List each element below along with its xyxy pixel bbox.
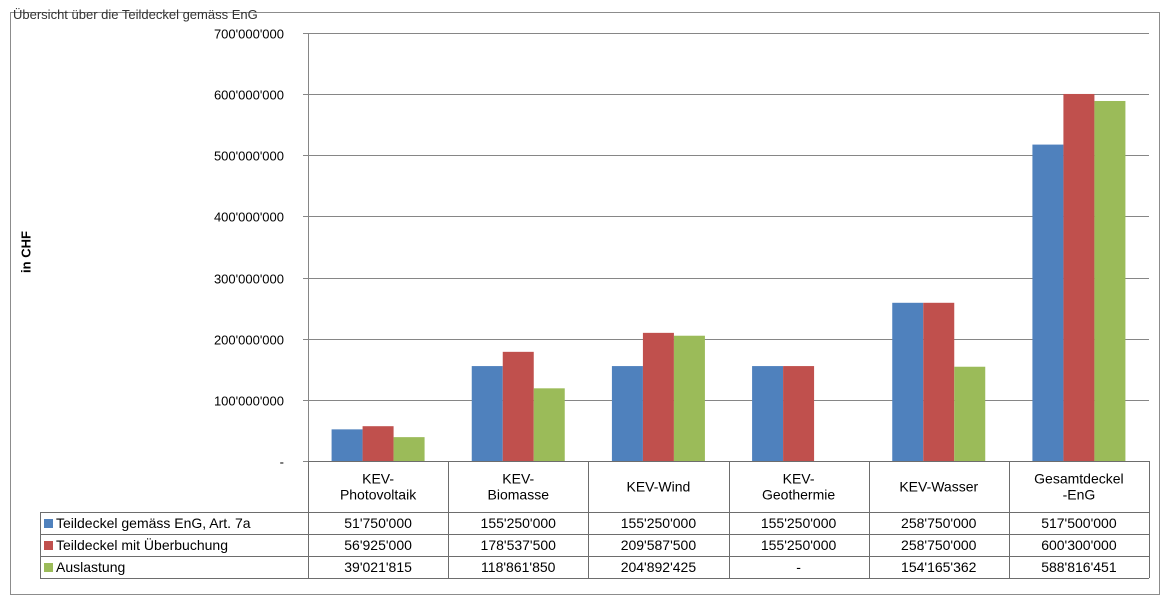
bar xyxy=(1094,100,1126,461)
bar xyxy=(362,426,394,461)
y-tick-label: 300'000'000 xyxy=(214,272,284,287)
data-label: 204'892'425 xyxy=(621,559,697,575)
y-tick-label: 200'000'000 xyxy=(214,333,284,348)
y-tick-label: 600'000'000 xyxy=(214,88,284,103)
bar xyxy=(471,366,503,461)
data-label: 56'925'000 xyxy=(344,537,412,553)
legend-label: Auslastung xyxy=(56,559,125,575)
bar xyxy=(533,388,565,461)
category-label: Gesamtdeckel xyxy=(1034,471,1123,487)
category-label: KEV- xyxy=(362,471,394,487)
bar xyxy=(502,351,534,461)
top-caption: Übersicht über die Teildeckel gemäss EnG xyxy=(13,7,258,22)
y-tick-label: 100'000'000 xyxy=(214,394,284,409)
category-label: Geothermie xyxy=(762,487,835,503)
y-tick-label: 400'000'000 xyxy=(214,210,284,225)
legend-key xyxy=(44,541,53,550)
data-label: 258'750'000 xyxy=(901,537,977,553)
legend-label: Teildeckel mit Überbuchung xyxy=(56,536,228,553)
data-label: 39'021'815 xyxy=(344,559,412,575)
category-label: KEV- xyxy=(783,471,815,487)
data-label: - xyxy=(796,559,801,575)
category-label: Photovoltaik xyxy=(340,487,417,503)
legend-key xyxy=(44,519,53,528)
bar xyxy=(752,366,784,461)
data-label: 588'816'451 xyxy=(1041,559,1117,575)
data-label: 155'250'000 xyxy=(761,515,837,531)
data-label: 118'861'850 xyxy=(481,559,556,575)
data-label: 209'587'500 xyxy=(621,537,697,553)
y-tick-label: 700'000'000 xyxy=(214,27,284,42)
y-tick-label: 500'000'000 xyxy=(214,149,284,164)
bar xyxy=(673,335,705,461)
bar xyxy=(1032,144,1064,462)
category-label: Biomasse xyxy=(488,487,550,503)
data-label: 517'500'000 xyxy=(1041,515,1117,531)
y-tick-label: - xyxy=(280,455,284,470)
bar xyxy=(954,366,986,461)
bar xyxy=(1063,93,1095,462)
category-label: -EnG xyxy=(1063,487,1096,503)
bar xyxy=(611,366,643,461)
bar xyxy=(393,437,425,461)
chart-frame: Übersicht über die Teildeckel gemäss EnG xyxy=(10,7,1160,595)
data-label: 178'537'500 xyxy=(481,537,557,553)
data-label: 155'250'000 xyxy=(481,515,557,531)
category-label: KEV-Wasser xyxy=(899,479,978,495)
category-label: KEV- xyxy=(502,471,534,487)
bar xyxy=(331,429,363,461)
data-label: 258'750'000 xyxy=(901,515,977,531)
bar xyxy=(783,366,815,461)
bar xyxy=(923,302,955,461)
data-label: 600'300'000 xyxy=(1041,537,1117,553)
category-label: KEV-Wind xyxy=(627,479,691,495)
data-label: 155'250'000 xyxy=(621,515,697,531)
bar xyxy=(892,302,924,461)
data-label: 154'165'362 xyxy=(901,559,977,575)
legend-key xyxy=(44,563,53,572)
data-label: 155'250'000 xyxy=(761,537,837,553)
data-label: 51'750'000 xyxy=(344,515,412,531)
bar xyxy=(642,332,674,461)
legend-label: Teildeckel gemäss EnG, Art. 7a xyxy=(56,515,251,531)
